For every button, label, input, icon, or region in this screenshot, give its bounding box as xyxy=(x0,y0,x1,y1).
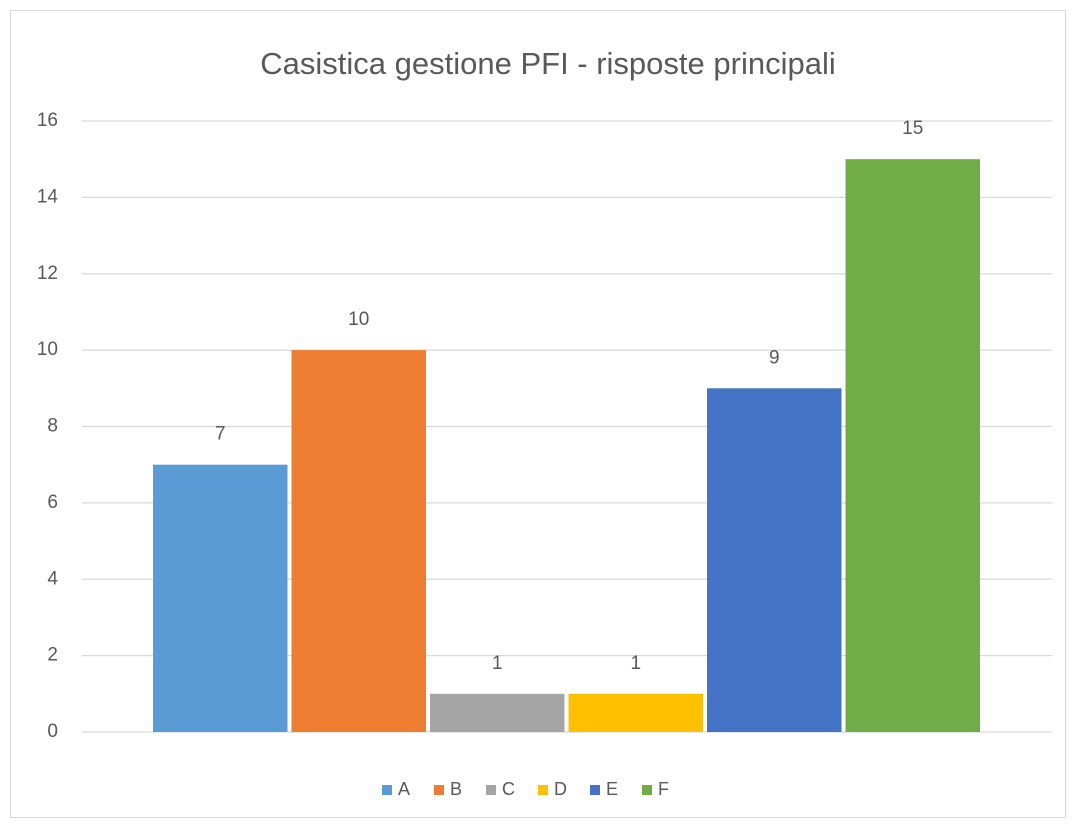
legend-swatch xyxy=(642,785,652,795)
legend-swatch xyxy=(434,785,444,795)
y-tick-label: 8 xyxy=(47,416,58,437)
legend-swatch xyxy=(382,785,392,795)
data-label: 1 xyxy=(630,653,641,674)
legend-label: D xyxy=(554,779,567,799)
y-tick-label: 12 xyxy=(37,263,58,284)
data-label: 7 xyxy=(215,424,226,445)
legend-swatch xyxy=(590,785,600,795)
data-label: 9 xyxy=(769,347,780,368)
chart-title: Casistica gestione PFI - risposte princi… xyxy=(260,46,835,81)
bar xyxy=(291,350,426,732)
legend-label: A xyxy=(398,779,410,799)
y-tick-label: 14 xyxy=(37,186,59,207)
bar xyxy=(153,464,288,732)
y-tick-label: 16 xyxy=(37,110,58,131)
y-tick-label: 2 xyxy=(47,645,58,666)
y-tick-label: 10 xyxy=(37,339,58,360)
bar xyxy=(845,159,980,732)
legend-swatch xyxy=(538,785,548,795)
legend-label: F xyxy=(658,779,669,799)
legend-label: C xyxy=(502,779,515,799)
legend-label: E xyxy=(606,779,618,799)
legend-swatch xyxy=(486,785,496,795)
y-tick-label: 6 xyxy=(47,492,58,513)
data-label: 10 xyxy=(348,309,369,330)
legend-label: B xyxy=(450,779,462,799)
bar xyxy=(568,693,703,732)
bar xyxy=(707,388,842,732)
data-label: 1 xyxy=(492,653,503,674)
data-label: 15 xyxy=(902,118,923,139)
bar xyxy=(430,693,565,732)
y-tick-label: 0 xyxy=(47,721,58,742)
y-tick-label: 4 xyxy=(47,568,58,589)
